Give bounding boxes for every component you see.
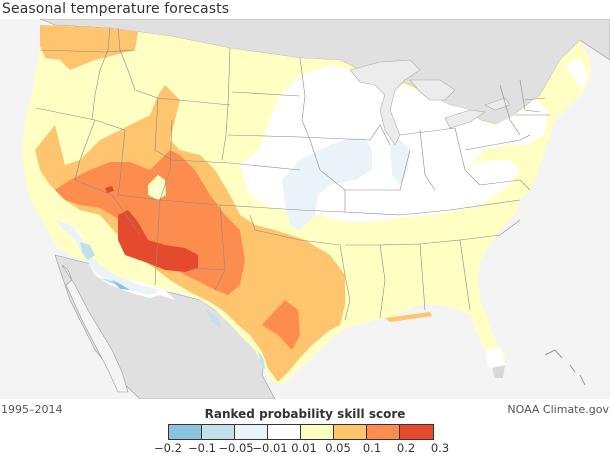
neutral-maine	[565, 58, 588, 90]
cool-arizona-strong	[112, 280, 130, 290]
hot-four-corners	[118, 210, 198, 272]
warm-gulf-coast	[385, 312, 432, 322]
legend-tick: 0.1	[362, 441, 382, 455]
legend-bin	[202, 425, 235, 439]
period-label: 1995–2014	[1, 403, 63, 416]
cool-socal-mid	[80, 242, 125, 288]
neutral-utah-core	[153, 186, 159, 195]
legend-title: Ranked probability skill score	[204, 407, 406, 421]
warm-central-texas	[262, 300, 300, 350]
legend-bin	[334, 425, 367, 439]
legend-tick: 0.01	[291, 441, 317, 455]
credit-label: NOAA Climate.gov	[507, 403, 609, 416]
legend-tick: 0.05	[325, 441, 351, 455]
legend-color-bar	[168, 424, 434, 440]
page-title: Seasonal temperature forecasts	[2, 1, 230, 17]
legend-tick: −0.05	[218, 441, 254, 455]
legend-bin	[301, 425, 334, 439]
forecast-skill-map	[0, 19, 610, 399]
legend-bin	[268, 425, 301, 439]
cool-westtexas	[205, 308, 222, 328]
cool-central-plains	[282, 138, 372, 230]
legend-tick: 0.3	[430, 441, 450, 455]
land-gray-florida-tip	[492, 365, 505, 378]
bahamas-islands	[544, 349, 586, 386]
legend-tick: 0.2	[396, 441, 416, 455]
baja-california	[61, 264, 129, 393]
legend-tick: −0.1	[188, 441, 216, 455]
legend-tick: −0.2	[154, 441, 182, 455]
legend-bin	[235, 425, 268, 439]
neutral-socal	[45, 210, 175, 300]
legend-tick: −0.01	[252, 441, 288, 455]
legend-bin	[169, 425, 202, 439]
state-borders	[35, 27, 550, 321]
cool-socal-light	[55, 220, 160, 295]
cool-texas-border	[258, 350, 265, 370]
legend-tick-labels: −0.2 −0.1 −0.05 −0.01 0.01 0.05 0.1 0.2 …	[0, 441, 610, 457]
hot-nevada-spot	[105, 186, 114, 193]
cool-illinois	[390, 140, 410, 185]
legend-bin	[400, 425, 433, 439]
warm-nw-washington	[40, 25, 138, 70]
legend-bin	[367, 425, 400, 439]
